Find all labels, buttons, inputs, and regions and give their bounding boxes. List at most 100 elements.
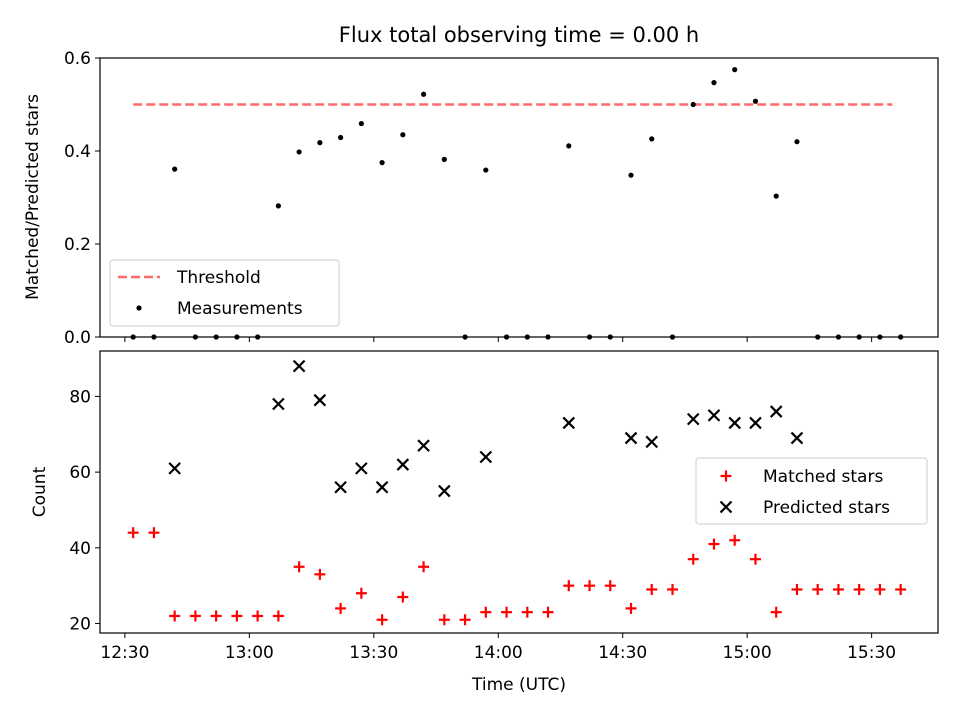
count-frame bbox=[99, 350, 939, 634]
measurement-point bbox=[711, 80, 717, 86]
predicted-star-point bbox=[396, 458, 410, 471]
matched-star-point bbox=[729, 534, 741, 546]
measurement-point bbox=[400, 132, 406, 138]
measurement-point bbox=[172, 166, 178, 172]
count-legend-box bbox=[695, 457, 928, 525]
predicted-star-point bbox=[292, 359, 306, 373]
measurement-point bbox=[649, 136, 655, 142]
matched-star-point bbox=[687, 553, 699, 565]
ratio-y-tick-label: 0.6 bbox=[64, 49, 91, 69]
matched-star-point bbox=[127, 527, 139, 539]
count-y-tick-label: 40 bbox=[69, 539, 91, 559]
ratio-legend-box bbox=[109, 259, 340, 327]
matched-star-point bbox=[874, 583, 886, 595]
predicted-star-point bbox=[313, 393, 327, 407]
legend-matched-label: Matched stars bbox=[763, 467, 883, 487]
matched-star-point bbox=[542, 606, 554, 618]
x-tick-label: 12:30 bbox=[100, 643, 149, 663]
measurement-point bbox=[275, 203, 281, 209]
ratio-marks bbox=[130, 67, 904, 340]
predicted-star-point bbox=[417, 439, 430, 452]
matched-star-point bbox=[314, 568, 326, 580]
predicted-star-point bbox=[334, 480, 347, 494]
x-tick-label: 15:00 bbox=[723, 643, 772, 663]
measurement-point bbox=[358, 120, 364, 127]
measurement-point bbox=[483, 167, 489, 173]
ratio-axes: 0.0 0.2 0.4 0.6 bbox=[64, 49, 873, 348]
measurement-point bbox=[566, 143, 572, 149]
ratio-y-axis-label: Matched/Predicted stars bbox=[23, 94, 43, 300]
matched-star-point bbox=[625, 602, 637, 614]
x-tick-label: 15:30 bbox=[847, 643, 896, 663]
matched-star-point bbox=[832, 583, 844, 595]
count-panel: 12:30 13:00 13:30 14:00 14:30 15:00 15:30 20 40 6… bbox=[30, 350, 939, 695]
matched-star-point bbox=[459, 614, 471, 626]
matched-star-point bbox=[231, 610, 243, 622]
ratio-y-tick-label: 0.2 bbox=[64, 235, 91, 255]
x-axis-label: Time (UTC) bbox=[471, 675, 566, 695]
matched-star-point bbox=[293, 561, 305, 573]
matched-star-point bbox=[501, 606, 513, 618]
matched-star-point bbox=[604, 580, 616, 592]
legend-measurements-swatch bbox=[136, 305, 142, 311]
matched-star-point bbox=[853, 583, 865, 595]
predicted-star-point bbox=[645, 435, 659, 449]
count-axes: 12:30 13:00 13:30 14:00 14:30 15:00 15:30 20 40 6… bbox=[69, 387, 896, 663]
measurement-point bbox=[338, 134, 344, 141]
count-y-tick-label: 60 bbox=[69, 463, 91, 483]
ratio-y-tick-label: 0.4 bbox=[64, 142, 91, 162]
legend-predicted-swatch bbox=[719, 500, 733, 514]
chart-title: Flux total observing time = 0.00 h bbox=[339, 23, 699, 47]
legend-matched-swatch bbox=[720, 470, 732, 482]
ratio-y-tick-label: 0.0 bbox=[64, 328, 91, 348]
legend-x-marker bbox=[719, 500, 733, 514]
matched-star-point bbox=[148, 527, 160, 539]
x-tick-label: 13:00 bbox=[225, 643, 274, 663]
matched-star-point bbox=[895, 583, 907, 595]
matched-star-point bbox=[418, 561, 430, 573]
matched-star-point bbox=[708, 538, 720, 550]
matched-star-point bbox=[272, 610, 284, 622]
legend-plus-marker bbox=[720, 470, 732, 482]
matched-star-point bbox=[189, 610, 201, 622]
count-legend: Matched stars Predicted stars bbox=[695, 457, 928, 525]
measurement-point bbox=[628, 172, 634, 178]
measurement-point bbox=[690, 101, 696, 108]
predicted-star-point bbox=[355, 462, 368, 475]
legend-threshold-label: Threshold bbox=[176, 268, 261, 288]
matched-star-point bbox=[169, 610, 181, 622]
predicted-star-point bbox=[790, 431, 804, 445]
matched-star-point bbox=[480, 606, 492, 618]
measurement-point bbox=[773, 193, 779, 199]
x-tick-label: 14:30 bbox=[598, 643, 647, 663]
matched-star-point bbox=[584, 580, 596, 592]
predicted-star-point bbox=[168, 462, 181, 475]
predicted-star-point bbox=[562, 416, 576, 430]
predicted-star-point bbox=[624, 431, 638, 445]
legend-predicted-label: Predicted stars bbox=[763, 498, 890, 518]
matched-star-point bbox=[646, 583, 658, 595]
predicted-star-point bbox=[686, 412, 700, 426]
x-tick-label: 14:00 bbox=[474, 643, 523, 663]
predicted-star-point bbox=[479, 450, 493, 464]
matched-star-point bbox=[397, 591, 409, 603]
measurement-point bbox=[441, 156, 447, 162]
predicted-star-point bbox=[375, 480, 389, 494]
matched-star-point bbox=[770, 606, 782, 618]
predicted-star-point bbox=[438, 484, 451, 498]
measurement-point bbox=[296, 149, 302, 155]
matched-star-point bbox=[791, 583, 803, 595]
legend-measurements-label: Measurements bbox=[177, 299, 303, 319]
count-y-axis-label: Count bbox=[30, 466, 50, 517]
x-tick-label: 13:30 bbox=[349, 643, 398, 663]
measurement-point bbox=[752, 98, 759, 104]
count-y-tick-label: 80 bbox=[69, 387, 91, 407]
count-y-tick-label: 20 bbox=[69, 615, 91, 635]
predicted-star-point bbox=[749, 416, 762, 430]
matched-star-point bbox=[376, 614, 388, 626]
matched-star-point bbox=[355, 587, 367, 599]
measurement-point bbox=[794, 139, 800, 145]
matched-star-point bbox=[563, 580, 575, 592]
matched-star-point bbox=[252, 610, 264, 622]
matched-star-point bbox=[335, 602, 347, 614]
